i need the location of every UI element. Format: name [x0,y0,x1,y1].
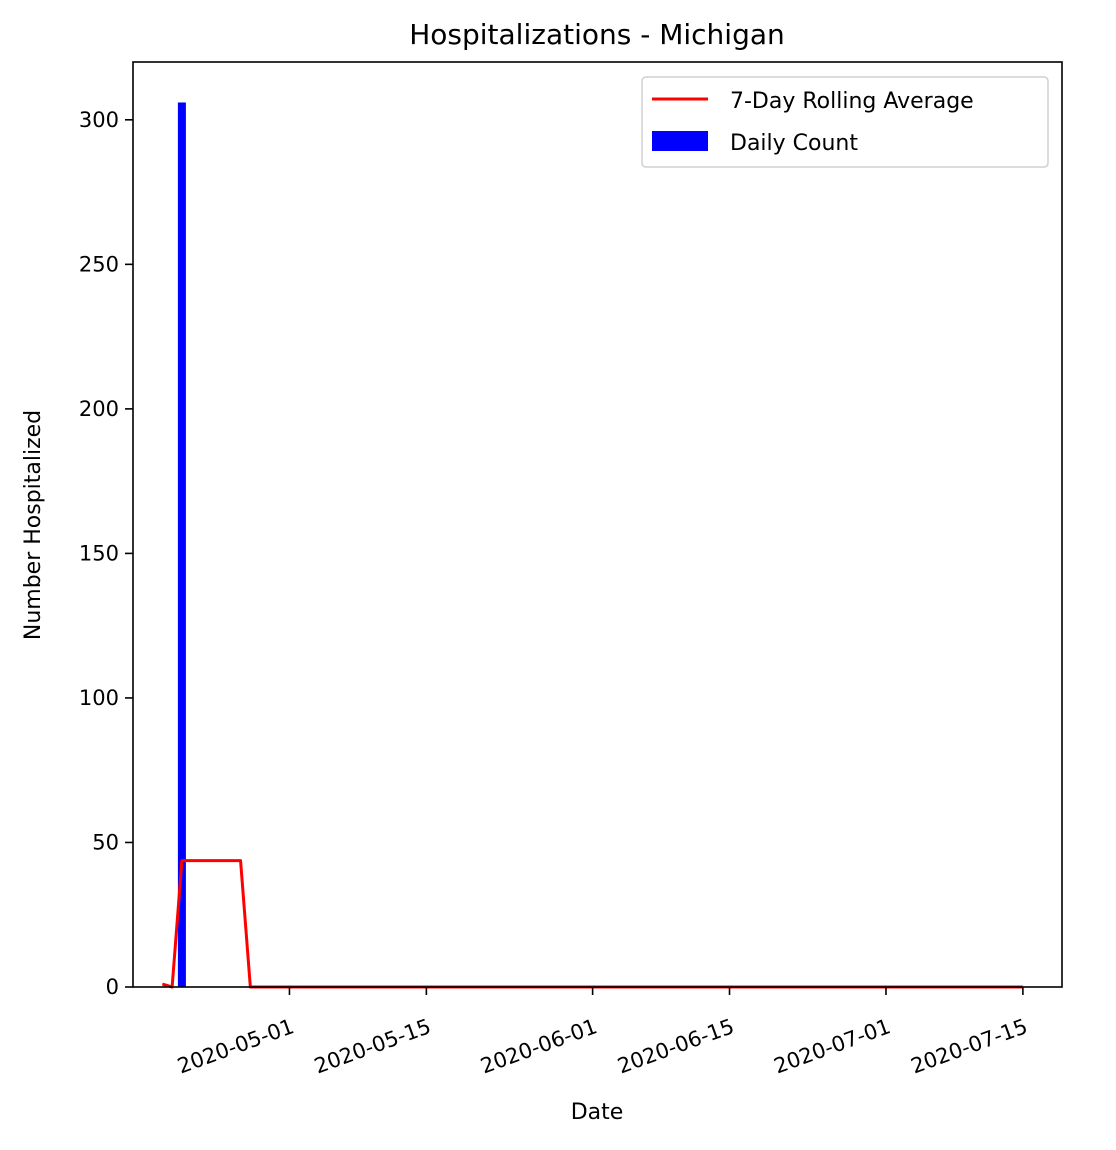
y-tick-label-2: 100 [79,686,119,710]
y-tick-label-5: 250 [79,252,119,276]
chart-title: Hospitalizations - Michigan [409,18,785,51]
y-tick-label-0: 0 [106,975,119,999]
x-tick-label-3: 2020-06-15 [614,1014,737,1078]
bar-daily-count-0 [177,102,186,987]
y-axis: 0 50 100 150 200 250 300 [79,108,133,999]
x-tick-label-5: 2020-07-15 [908,1014,1031,1078]
x-tick-label-0: 2020-05-01 [174,1014,297,1078]
legend-label-daily-count: Daily Count [730,131,858,156]
y-tick-label-4: 200 [79,397,119,421]
x-tick-label-1: 2020-05-15 [311,1014,434,1078]
line-rolling-average [161,859,1023,989]
y-tick-label-1: 50 [92,830,119,854]
y-axis-label: Number Hospitalized [21,410,46,640]
plot-area [161,102,1023,989]
x-axis-label: Date [571,1100,624,1125]
y-tick-label-6: 300 [79,108,119,132]
plot-frame [132,61,1063,988]
y-tick-label-3: 150 [79,541,119,565]
legend-bar-swatch [652,131,708,151]
x-axis: 2020-05-01 2020-05-15 2020-06-01 2020-06-15… [174,987,1031,1078]
x-tick-label-2: 2020-06-01 [477,1014,600,1078]
legend: 7-Day Rolling Average Daily Count [641,76,1049,168]
x-tick-label-4: 2020-07-01 [771,1014,894,1078]
legend-box [641,76,1049,168]
legend-label-rolling-average: 7-Day Rolling Average [730,89,974,114]
